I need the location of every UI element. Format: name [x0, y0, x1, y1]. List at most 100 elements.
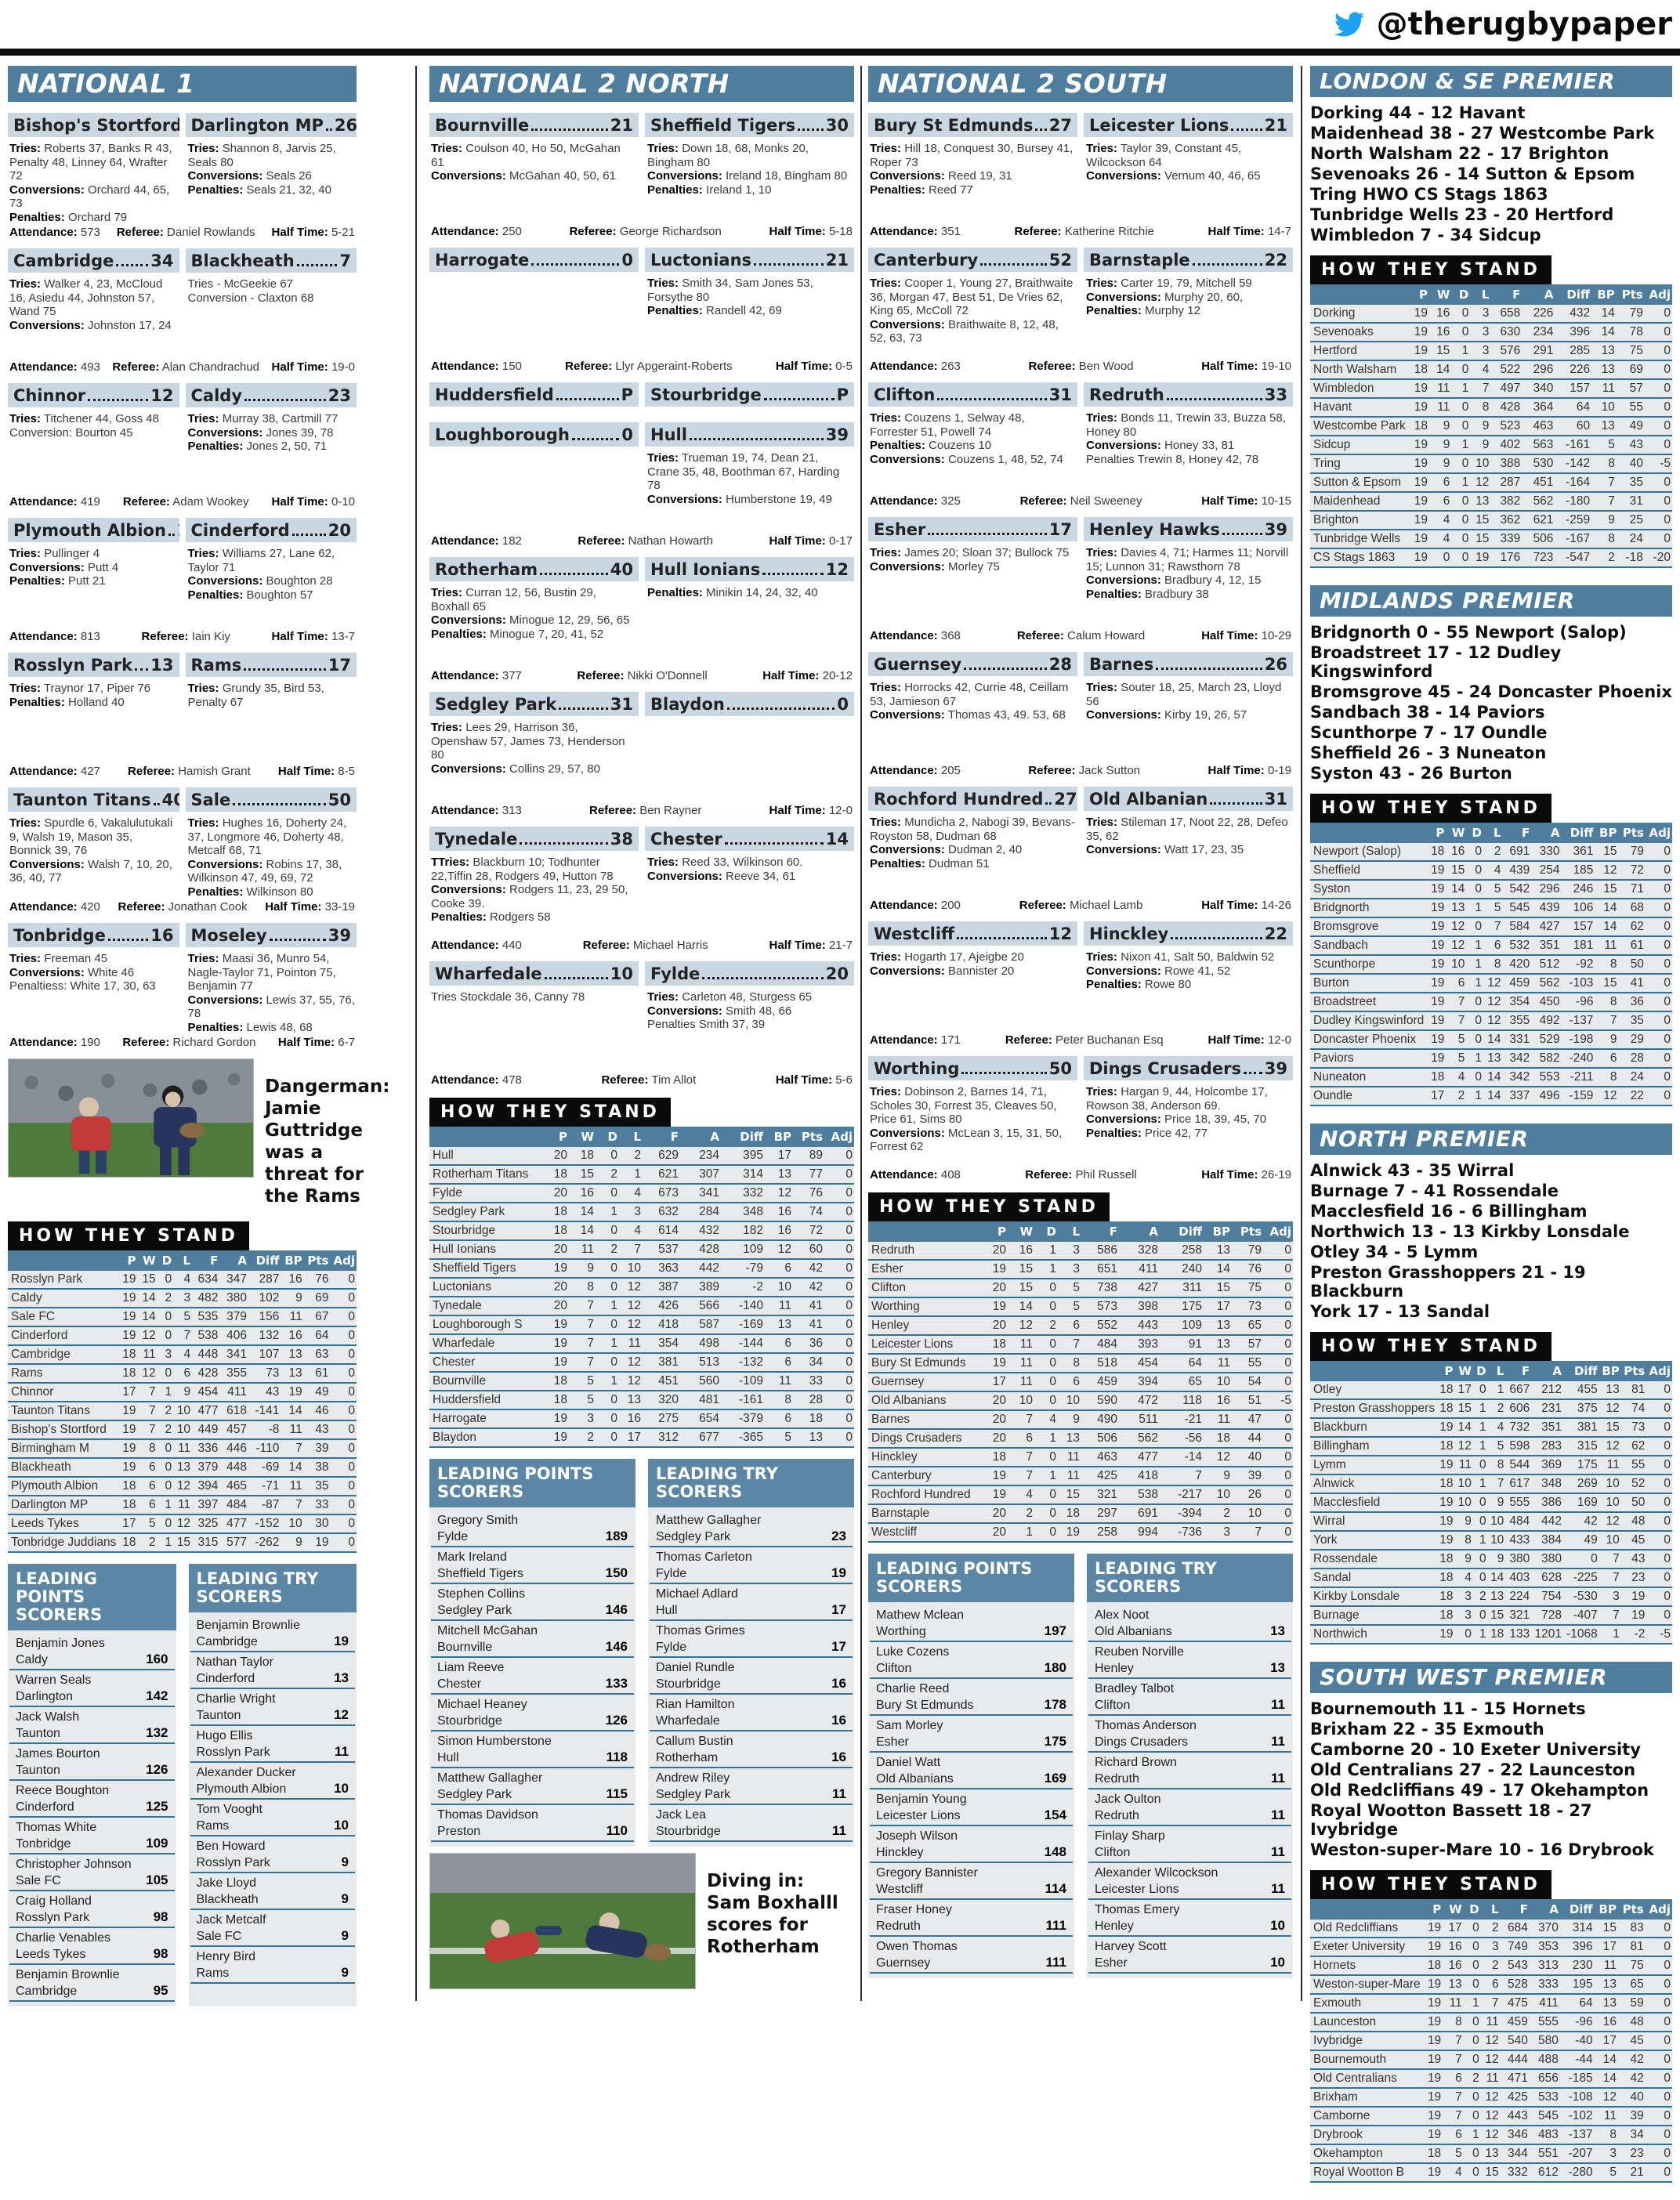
- standings-stat: 0: [1463, 2088, 1481, 2108]
- standings-stat: 6: [1480, 1975, 1501, 1995]
- scorer-name: Henry Bird: [196, 1950, 256, 1963]
- standings-stat: 18: [1058, 1504, 1081, 1524]
- standings-stat: 20: [981, 1316, 1008, 1336]
- standings-team: Bournemouth: [1310, 2050, 1422, 2070]
- match-meta: Attendance: 427 Referee: Hamish Grant Half…: [8, 763, 357, 778]
- standings-stat: 14: [1591, 305, 1617, 324]
- standings-stat: 15: [137, 1271, 158, 1290]
- standings-stat: 0: [1263, 1260, 1293, 1279]
- match-harrogate: Harrogate 0 Luctonians 21 Tries: Smith 34, S…: [429, 248, 854, 373]
- team-name: Wharfedale: [435, 964, 542, 983]
- standings-stat: 380: [219, 1289, 248, 1308]
- team-scorers-home: [431, 277, 636, 358]
- referee: Referee: Ben Wood: [1028, 360, 1134, 373]
- standings-header-row: P W D L F A Diff BP Pts Adj: [1310, 1899, 1672, 1920]
- match-details: Tries: Hogarth 17, Ajeigbe 20 Conversions…: [868, 946, 1293, 1032]
- standings-stat: 8: [1454, 1531, 1473, 1550]
- match-team-away: Redruth 33: [1084, 382, 1293, 407]
- team-name: Sedgley Park: [435, 695, 557, 714]
- standings-row: Hornets 18 16 0 2 543 313 230 11 75 0: [1310, 1956, 1672, 1976]
- standings-stat: 49: [303, 1383, 331, 1402]
- standings-stat: 19: [1407, 323, 1430, 342]
- scorer-value: 148: [1044, 1844, 1066, 1859]
- result-line: Alnwick 43 - 35 Wirral: [1310, 1161, 1515, 1180]
- standings-stat: 30: [303, 1514, 331, 1534]
- scorer-club: Leicester Lions: [876, 1809, 961, 1822]
- standings-stat: 5: [1446, 1049, 1467, 1069]
- standings-stat: 0: [1034, 1279, 1058, 1298]
- standings-stat: 73: [1232, 1297, 1263, 1317]
- scorer-entry: Joseph Wilson Hinckley 148: [870, 1826, 1073, 1863]
- standings-stat: 7: [281, 1496, 304, 1515]
- scorer-value: 12: [334, 1707, 349, 1722]
- scorer-name: Callum Bustin: [656, 1735, 733, 1748]
- standings-stat: 19: [1436, 1531, 1455, 1550]
- standings-team: Newport (Salop): [1310, 843, 1426, 862]
- standings-stat: 6: [137, 1496, 158, 1515]
- standings-stat: 381: [643, 1353, 680, 1373]
- scorer-entry: Alexander Wilcockson Leicester Lions 11: [1088, 1863, 1291, 1900]
- standings-header-row: P W D L F A Diff BP Pts Adj: [8, 1250, 357, 1271]
- scorer-detail-line: Penalties: Rowe 80: [1086, 978, 1192, 991]
- standings-stat: 353: [1529, 1938, 1560, 1957]
- scorer-detail-line: Tries: Coulson 40, Ho 50, McGahan 61: [431, 142, 621, 169]
- standings-stat: 348: [721, 1203, 765, 1222]
- standings-team: Sevenoaks: [1310, 323, 1407, 342]
- standings-stat: 12: [1480, 2032, 1501, 2051]
- standings-stat: -96: [1559, 2013, 1595, 2032]
- standings-row: Launceston 19 8 0 11 459 555 -96 16 48 0: [1310, 2013, 1672, 2032]
- referee: Referee: Michael Harris: [582, 939, 708, 952]
- standings-stat: 471: [1500, 2069, 1530, 2089]
- standings-stat: 11: [1429, 379, 1452, 399]
- standings-stat: -530: [1562, 1587, 1599, 1607]
- standings-row: Doncaster Phoenix 19 5 0 14 331 529 -198 9 29 0: [1310, 1030, 1672, 1050]
- standings-table: P W D L F A Diff BP Pts Adj Old Redcliffians 19 17 0 2…: [1310, 1899, 1672, 2183]
- standings-stat: 0: [1263, 1467, 1293, 1486]
- col-a: A: [219, 1250, 248, 1271]
- col-bp: BP: [1599, 1361, 1621, 1381]
- standings-stat: 634: [192, 1271, 220, 1290]
- standings-stat: 1: [1466, 955, 1483, 975]
- scorer-name: Matthew Gallagher: [437, 1771, 543, 1785]
- scorer-entry: Benjamin Brownlie Cambridge 19: [190, 1616, 355, 1652]
- standings-stat: 297: [1081, 1504, 1119, 1524]
- team-scorers-home: Tries: Spurdle 6, Vakalulutukali 9, Wals…: [9, 816, 177, 899]
- scorer-club: Hinckley: [876, 1846, 924, 1859]
- scorer-value: 16: [831, 1713, 846, 1728]
- col-f: F: [1081, 1221, 1119, 1242]
- col-a: A: [1529, 1899, 1560, 1920]
- standings-stat: 432: [680, 1221, 721, 1241]
- standings-row: Tynedale 20 7 1 12 426 566 -140 11 41 0: [429, 1297, 854, 1316]
- dotted-leader: [556, 398, 619, 400]
- team-score: 21: [610, 116, 633, 135]
- standings-stat: 7: [1599, 1550, 1621, 1569]
- standings-row: Drybrook 19 6 1 12 346 483 -137 8 34 0: [1310, 2126, 1672, 2145]
- standings-stat: 0: [596, 1409, 619, 1429]
- scorer-detail-line: Tries: Bonds 11, Trewin 33, Buzza 58, Ho…: [1086, 411, 1286, 439]
- standings-stat: 16: [619, 1409, 643, 1429]
- referee: Referee: Jonathan Cook: [118, 900, 248, 914]
- standings-stat: 43: [1620, 1550, 1647, 1569]
- team-name: Henley Hawks: [1089, 520, 1220, 539]
- standings-stat: 563: [1522, 436, 1555, 455]
- standings-stat: 5: [1483, 880, 1503, 899]
- standings-stat: 0: [1263, 1523, 1293, 1543]
- standings-stat: 0: [824, 1391, 854, 1410]
- standings-stat: 12: [619, 1315, 643, 1335]
- half-time: Half Time: 5-18: [769, 225, 853, 238]
- standings-stat: 20: [981, 1429, 1008, 1449]
- standings-stat: 0: [157, 1458, 174, 1478]
- standings-stat: 0: [824, 1409, 854, 1429]
- standings-stat: 19: [118, 1402, 138, 1421]
- standings-stat: 0: [1645, 843, 1672, 862]
- standings-stat: 11: [1443, 1994, 1464, 2014]
- standings-stat: 0: [1645, 1975, 1672, 1995]
- standings-stat: 19: [1436, 1456, 1455, 1475]
- dotted-leader: [116, 264, 149, 266]
- dotted-leader: [544, 977, 608, 979]
- standings-stat: 0: [1645, 880, 1672, 899]
- team-score: 17: [328, 656, 351, 675]
- scorer-detail-line: Tries: Mundicha 2, Nabogi 39, Bevans-Roy…: [870, 816, 1075, 843]
- scorer-name: Richard Brown: [1095, 1756, 1177, 1769]
- scorer-name: Daniel Watt: [876, 1756, 941, 1769]
